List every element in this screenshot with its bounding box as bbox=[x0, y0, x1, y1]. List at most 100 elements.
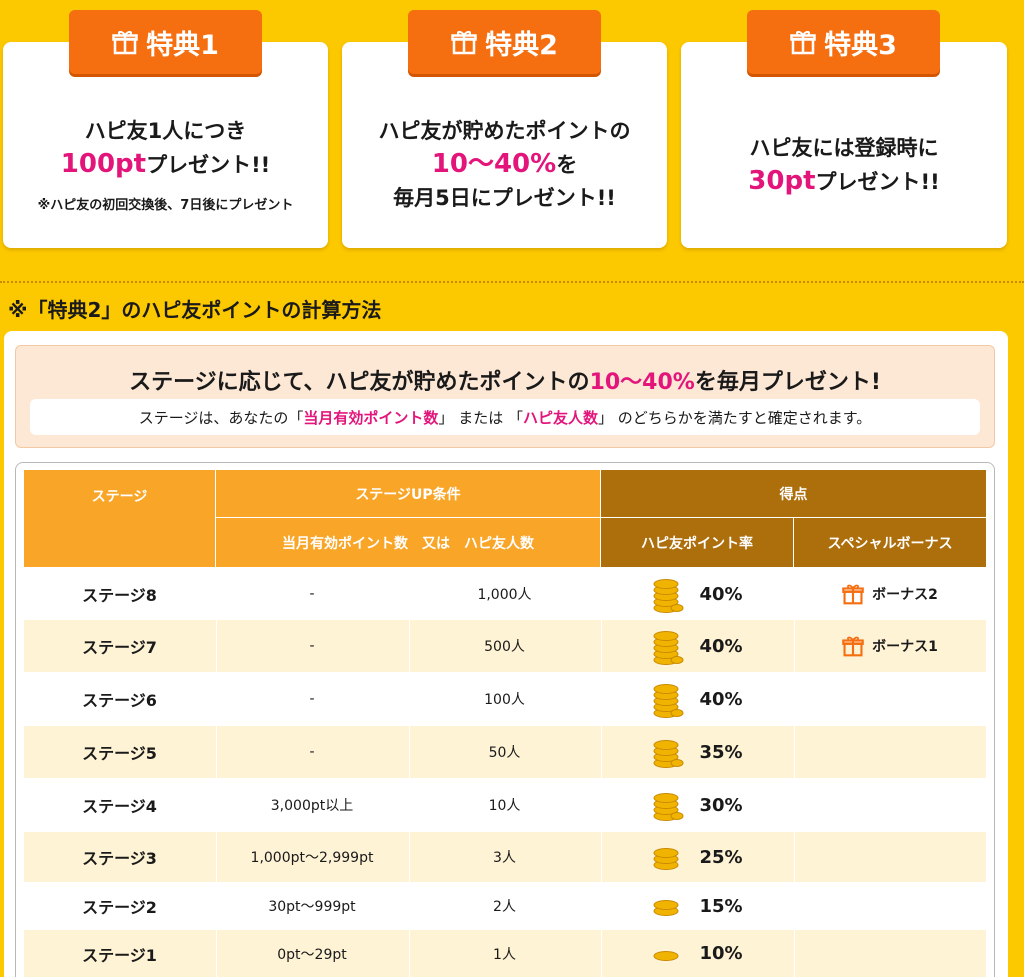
rate-cell: 10% bbox=[601, 930, 793, 977]
bonus-cell bbox=[794, 779, 986, 831]
friends-condition-cell: 1人 bbox=[493, 946, 516, 963]
column-divider bbox=[409, 620, 410, 672]
benefit-card-2: ハピ友が貯めたポイントの 10〜40%を 毎月5日にプレゼント!! bbox=[342, 42, 667, 248]
header-score: 得点 bbox=[601, 470, 986, 517]
rate-cell: 40% bbox=[601, 673, 793, 725]
intro-heading-before: ステージに応じて、ハピ友が貯めたポイントの bbox=[129, 370, 590, 395]
intro-box: ステージに応じて、ハピ友が貯めたポイントの10〜40%を毎月プレゼント! ステー… bbox=[15, 345, 995, 448]
column-divider bbox=[601, 620, 602, 672]
intro-heading: ステージに応じて、ハピ友が貯めたポイントの10〜40%を毎月プレゼント! bbox=[16, 364, 994, 396]
gift-icon bbox=[842, 636, 864, 657]
benefit-3-highlight: 30pt bbox=[748, 165, 816, 196]
column-divider bbox=[601, 930, 602, 977]
header-stage: ステージ bbox=[24, 470, 215, 567]
friends-condition-cell: 2人 bbox=[493, 899, 516, 915]
points-condition-cell: 0pt〜29pt bbox=[277, 946, 347, 963]
rate-cell: 35% bbox=[601, 726, 793, 778]
benefit-tab-1-label: 特典1 bbox=[146, 29, 219, 61]
rate-value: 40% bbox=[699, 583, 743, 605]
table-row bbox=[24, 620, 986, 672]
table-row bbox=[24, 930, 986, 977]
intro-heading-highlight: 10〜40% bbox=[589, 370, 695, 395]
stage-name-cell: ステージ4 bbox=[82, 797, 157, 816]
benefit-tab-2-label: 特典2 bbox=[485, 29, 558, 61]
header-bonus: スペシャルボーナス bbox=[794, 518, 986, 567]
points-condition-cell: - bbox=[309, 691, 315, 707]
header-condition: ステージUP条件 bbox=[216, 470, 600, 517]
bonus-label: ボーナス1 bbox=[872, 639, 938, 655]
friends-condition-cell: 3人 bbox=[493, 850, 516, 866]
intro-sub-before: ステージは、あなたの「 bbox=[138, 408, 304, 427]
stage-name-cell: ステージ2 bbox=[82, 898, 157, 917]
benefit-1-suffix: プレゼント!! bbox=[146, 152, 271, 177]
gift-icon bbox=[790, 31, 816, 55]
gift-icon bbox=[842, 584, 864, 605]
friends-condition-cell: 500人 bbox=[484, 639, 525, 655]
rate-value: 15% bbox=[699, 895, 743, 917]
bonus-label: ボーナス2 bbox=[872, 587, 938, 603]
points-condition-cell: - bbox=[309, 744, 315, 760]
rate-value: 35% bbox=[699, 741, 743, 763]
rate-value: 30% bbox=[699, 794, 743, 816]
benefit-tab-1: 特典1 bbox=[69, 10, 262, 74]
gift-icon bbox=[112, 31, 138, 55]
rate-cell: 40% bbox=[601, 567, 793, 621]
coin-stack-icon bbox=[653, 793, 684, 821]
header-condition-sub: 当月有効ポイント数 又は ハピ友人数 bbox=[216, 518, 600, 567]
benefit-tab-3: 特典3 bbox=[747, 10, 940, 74]
points-condition-cell: - bbox=[309, 586, 315, 602]
column-divider bbox=[409, 930, 410, 977]
bonus-cell bbox=[794, 883, 986, 929]
gift-icon bbox=[451, 31, 477, 55]
benefit-2-suffix: を bbox=[556, 153, 578, 177]
benefit-1-highlight: 100pt bbox=[60, 148, 147, 179]
section-title: ※「特典2」のハピ友ポイントの計算方法 bbox=[8, 298, 382, 322]
bonus-cell bbox=[794, 832, 986, 882]
intro-heading-after: を毎月プレゼント! bbox=[694, 370, 881, 395]
coin-stack-icon bbox=[653, 950, 679, 961]
coin-stack-icon bbox=[653, 848, 679, 870]
bonus-cell bbox=[794, 930, 986, 977]
benefit-card-1: ハピ友1人につき 100ptプレゼント!! ※ハピ友の初回交換後、7日後にプレゼ… bbox=[3, 42, 328, 248]
column-divider bbox=[794, 930, 795, 977]
rate-cell: 25% bbox=[601, 832, 793, 882]
intro-sub-after: 」 のどちらかを満たすと確定されます。 bbox=[598, 408, 872, 427]
points-condition-cell: 30pt〜999pt bbox=[268, 899, 356, 915]
column-divider bbox=[794, 832, 795, 882]
column-divider bbox=[601, 832, 602, 882]
column-divider bbox=[409, 832, 410, 882]
table-row bbox=[24, 726, 986, 778]
points-condition-cell: - bbox=[309, 638, 315, 654]
rate-cell: 40% bbox=[601, 620, 793, 672]
intro-sub-middle: 」 または 「 bbox=[438, 408, 523, 427]
benefit-tab-2: 特典2 bbox=[408, 10, 601, 74]
benefit-2-highlight: 10〜40% bbox=[431, 149, 557, 179]
bonus-cell bbox=[794, 726, 986, 778]
benefit-3-line1: ハピ友には登録時に bbox=[749, 135, 939, 160]
rate-value: 40% bbox=[699, 688, 743, 710]
friends-condition-cell: 1,000人 bbox=[477, 587, 532, 603]
intro-sub-highlight-friends: ハピ友人数 bbox=[522, 408, 598, 427]
table-row bbox=[24, 832, 986, 882]
points-condition-cell: 3,000pt以上 bbox=[270, 798, 354, 814]
intro-subtext: ステージは、あなたの「 当月有効ポイント数」 または 「ハピ友人数」 のどちらかを… bbox=[30, 399, 980, 435]
coin-stack-icon bbox=[653, 684, 684, 718]
coin-stack-icon bbox=[653, 740, 684, 768]
benefit-2-line1: ハピ友が貯めたポイントの bbox=[378, 119, 631, 143]
column-divider bbox=[794, 620, 795, 672]
benefit-1-line1: ハピ友1人につき bbox=[84, 118, 247, 143]
bonus-cell: ボーナス1 bbox=[794, 620, 986, 672]
column-divider bbox=[601, 726, 602, 778]
benefit-2-line3: 毎月5日にプレゼント!! bbox=[393, 186, 616, 210]
stage-name-cell: ステージ5 bbox=[82, 744, 157, 763]
benefit-3-suffix: プレゼント!! bbox=[815, 169, 940, 194]
section-divider bbox=[0, 281, 1024, 283]
bonus-cell bbox=[794, 673, 986, 725]
stage-name-cell: ステージ8 bbox=[82, 586, 157, 605]
stage-name-cell: ステージ7 bbox=[82, 638, 157, 657]
rate-cell: 15% bbox=[601, 883, 793, 929]
benefit-tab-3-label: 特典3 bbox=[824, 29, 897, 61]
friends-condition-cell: 10人 bbox=[488, 798, 521, 814]
benefit-1-note: ※ハピ友の初回交換後、7日後にプレゼント bbox=[37, 197, 294, 213]
column-divider bbox=[409, 726, 410, 778]
